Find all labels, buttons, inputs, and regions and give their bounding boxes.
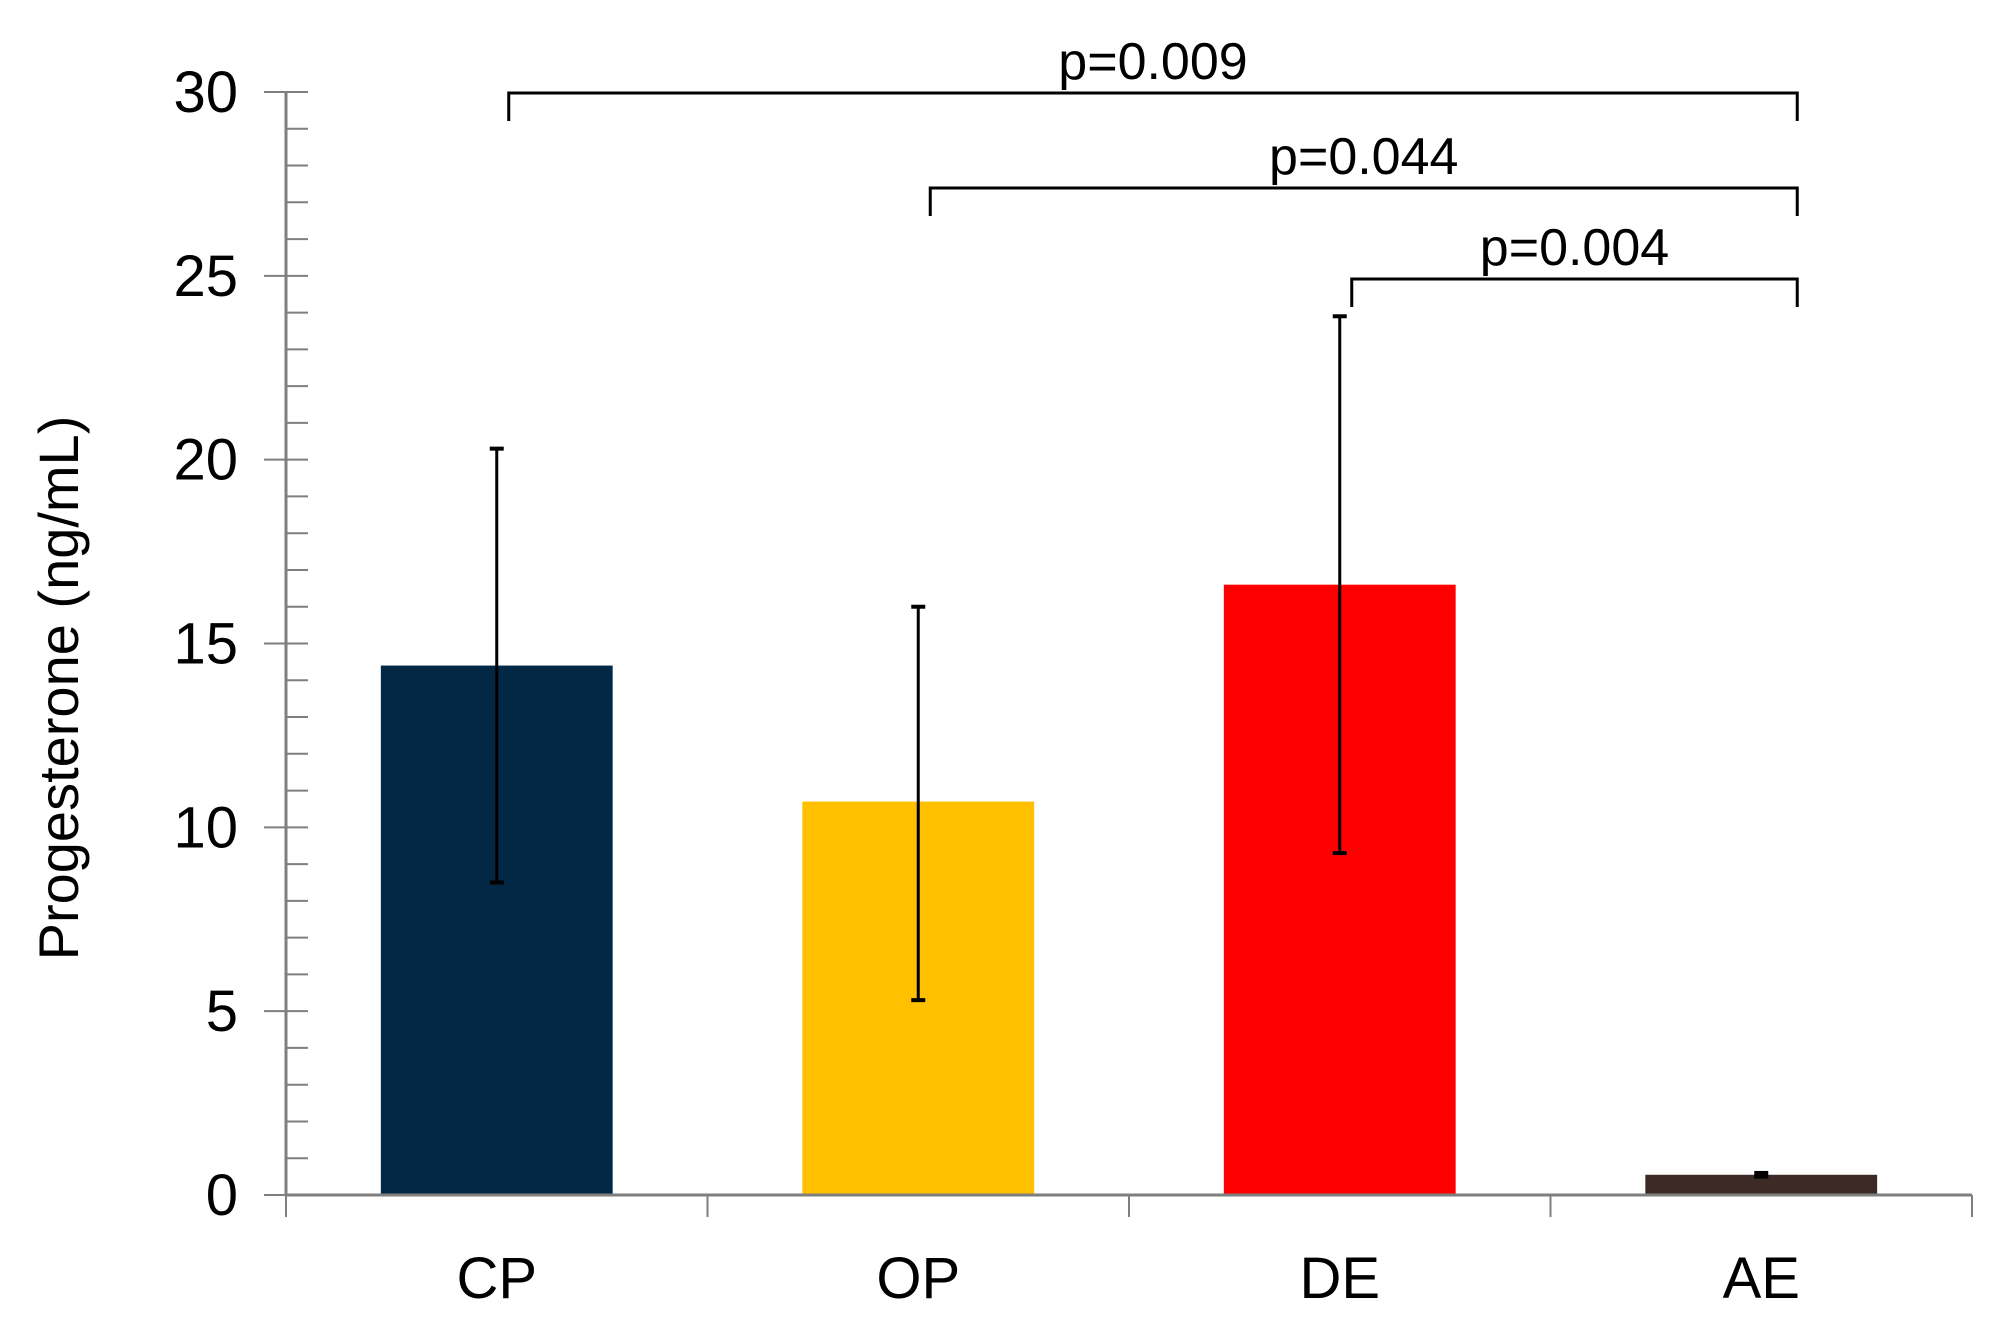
p-value-label: p=0.009 [1058,33,1247,91]
x-tick-label-ae: AE [1723,1246,1800,1311]
x-ticks-group: CP OP DE AE [285,1195,1973,1311]
error-bar-cp [489,446,504,885]
x-tick-label-cp: CP [456,1246,537,1311]
error-bar-ae [1754,1170,1769,1179]
bars-group [380,584,1878,1195]
x-tick-label-de: DE [1299,1246,1380,1311]
error-bar-de [1332,314,1347,856]
x-tick-label-op: OP [876,1246,960,1311]
error-bars-group [489,314,1769,1179]
p-value-label: p=0.004 [1480,219,1669,277]
error-bar-op [911,604,926,1003]
significance-bracket: p=0.044 [928,128,1799,216]
y-tick-label: 10 [173,795,238,860]
y-tick-label: 30 [173,60,238,125]
bar-ae [1645,1174,1878,1195]
y-tick-label: 5 [206,979,238,1044]
p-value-label: p=0.044 [1269,128,1458,186]
y-tick-label: 20 [173,428,238,493]
significance-brackets: p=0.009 p=0.044 p=0.004 [507,33,1799,307]
y-axis-title: Progesterone (ng/mL) [27,416,90,961]
y-tick-label: 25 [173,244,238,309]
y-tick-label: 0 [206,1163,238,1228]
y-ticks-group: 0 5 10 15 20 25 30 [173,60,308,1228]
significance-bracket: p=0.004 [1350,219,1799,307]
y-tick-label: 15 [173,612,238,677]
significance-bracket: p=0.009 [507,33,1799,121]
